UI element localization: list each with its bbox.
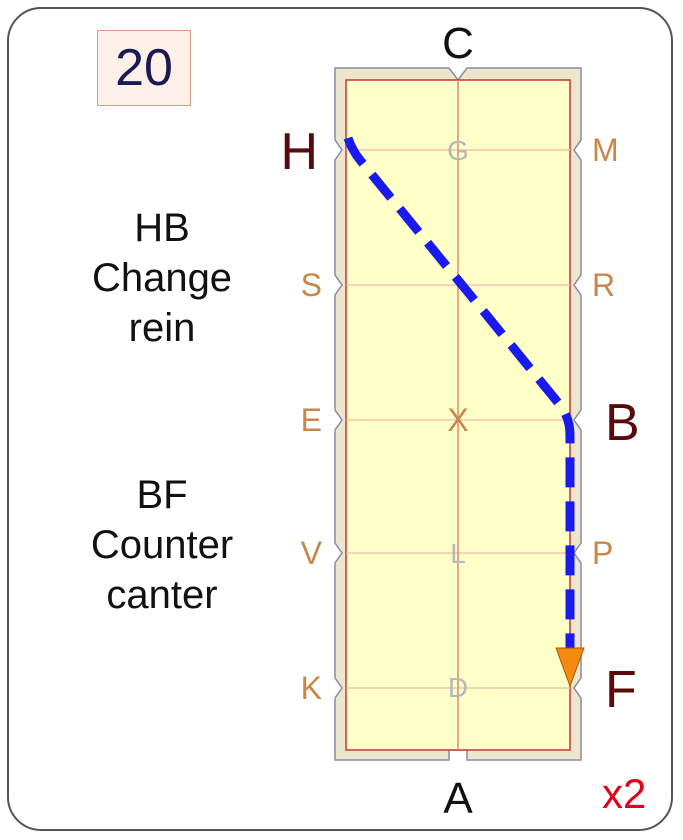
test-number: 20 bbox=[115, 39, 173, 97]
instruction-2-line-3: canter bbox=[106, 573, 218, 617]
test-number-badge: 20 bbox=[97, 30, 191, 106]
instruction-1-line-1: HB bbox=[134, 206, 190, 250]
letter-a: A bbox=[443, 774, 473, 823]
route-path bbox=[343, 136, 575, 648]
letter-d: D bbox=[448, 672, 468, 703]
letter-x: X bbox=[447, 402, 468, 438]
letter-g: G bbox=[447, 135, 469, 166]
direction-arrow bbox=[555, 647, 585, 688]
letter-h: H bbox=[280, 123, 318, 181]
instruction-1-line-2: Change bbox=[91, 256, 233, 300]
letter-r: R bbox=[592, 267, 615, 303]
instruction-2-line-2: Counter bbox=[90, 523, 234, 567]
instruction-2-line-1: BF bbox=[136, 473, 188, 517]
letter-c: C bbox=[442, 19, 474, 68]
letter-b: B bbox=[605, 394, 640, 452]
instruction-1: HB Change rein bbox=[52, 203, 272, 353]
instruction-1-line-3: rein bbox=[128, 306, 196, 350]
letter-s: S bbox=[301, 267, 322, 303]
letter-e: E bbox=[301, 402, 322, 438]
letter-f: F bbox=[605, 661, 637, 719]
letter-k: K bbox=[301, 670, 322, 706]
letter-m: M bbox=[592, 132, 619, 168]
letter-l: L bbox=[450, 538, 466, 569]
repeat-count: x2 bbox=[602, 770, 647, 817]
letter-p: P bbox=[592, 535, 613, 571]
letter-v: V bbox=[301, 535, 323, 571]
instruction-2: BF Counter canter bbox=[52, 470, 272, 620]
